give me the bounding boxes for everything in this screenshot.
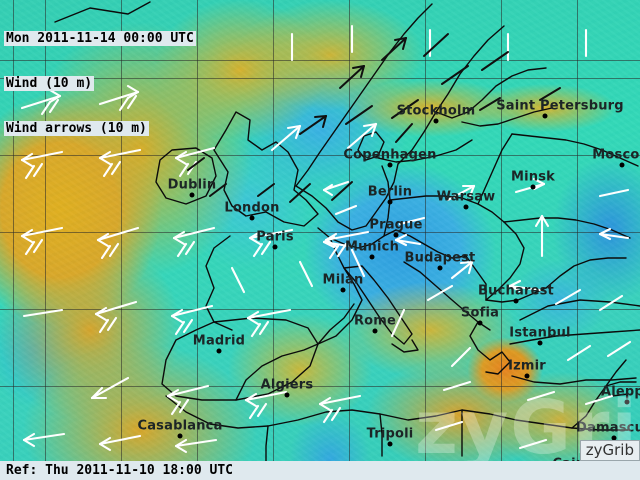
city-marker-bucharest	[513, 298, 519, 304]
city-marker-paris	[272, 244, 278, 250]
city-marker-sofia	[477, 320, 483, 326]
header-datetime: Mon 2011-11-14 00:00 UTC	[4, 31, 196, 46]
city-marker-aleppo	[624, 399, 630, 405]
header-parameter: Wind (10 m)	[4, 76, 95, 91]
city-marker-berlin	[387, 199, 393, 205]
city-marker-minsk	[530, 184, 536, 190]
city-marker-stockholm	[433, 118, 439, 124]
city-marker-london	[249, 215, 255, 221]
map-header-panel: Mon 2011-11-14 00:00 UTC Wind (10 m) Win…	[0, 0, 200, 168]
city-marker-izmir	[524, 373, 530, 379]
city-marker-milan	[340, 287, 346, 293]
city-marker-casablanca	[177, 433, 183, 439]
city-marker-tripoli	[387, 441, 393, 447]
header-arrows: Wind arrows (10 m)	[4, 121, 149, 136]
city-marker-algiers	[284, 392, 290, 398]
city-marker-budapest	[437, 265, 443, 271]
city-marker-prague	[393, 232, 399, 238]
zygrib-watermark-badge: zyGrib	[579, 440, 640, 461]
city-marker-saint-petersburg	[542, 113, 548, 119]
city-marker-dublin	[189, 192, 195, 198]
city-marker-madrid	[216, 348, 222, 354]
city-marker-munich	[369, 254, 375, 260]
reference-time-bar: Ref: Thu 2011-11-10 18:00 UTC	[0, 461, 640, 480]
city-marker-moscow	[619, 162, 625, 168]
city-marker-rome	[372, 328, 378, 334]
city-marker-istanbul	[537, 340, 543, 346]
city-marker-copenhagen	[387, 162, 393, 168]
city-marker-damascus	[611, 435, 617, 441]
city-marker-warsaw	[463, 204, 469, 210]
